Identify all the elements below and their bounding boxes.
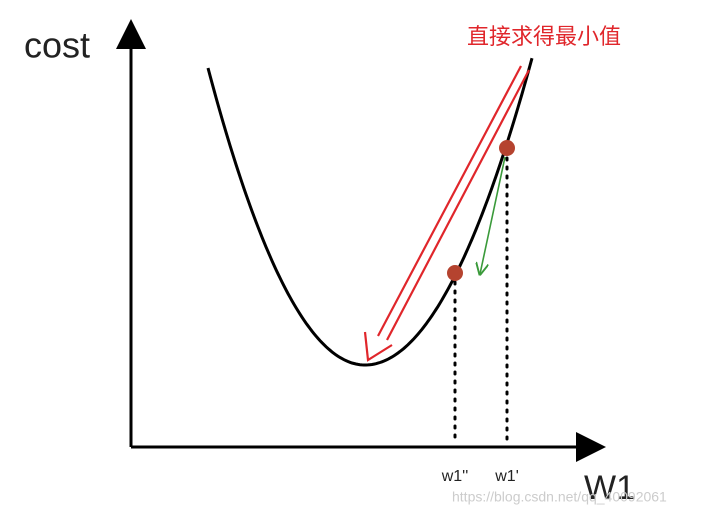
tick-label: w1'' bbox=[441, 468, 469, 485]
point bbox=[447, 265, 463, 281]
x-axis-label: W1 bbox=[584, 469, 635, 507]
cost-curve bbox=[206, 57, 534, 367]
y-axis-label: cost bbox=[24, 25, 90, 66]
red-arrow bbox=[363, 65, 530, 362]
tick-label: w1' bbox=[494, 468, 519, 485]
watermark: https://blog.csdn.net/qq_40092061 bbox=[452, 489, 667, 505]
green-arrow bbox=[480, 156, 506, 274]
annotation: 直接求得最小值 bbox=[467, 24, 621, 49]
point bbox=[499, 140, 515, 156]
